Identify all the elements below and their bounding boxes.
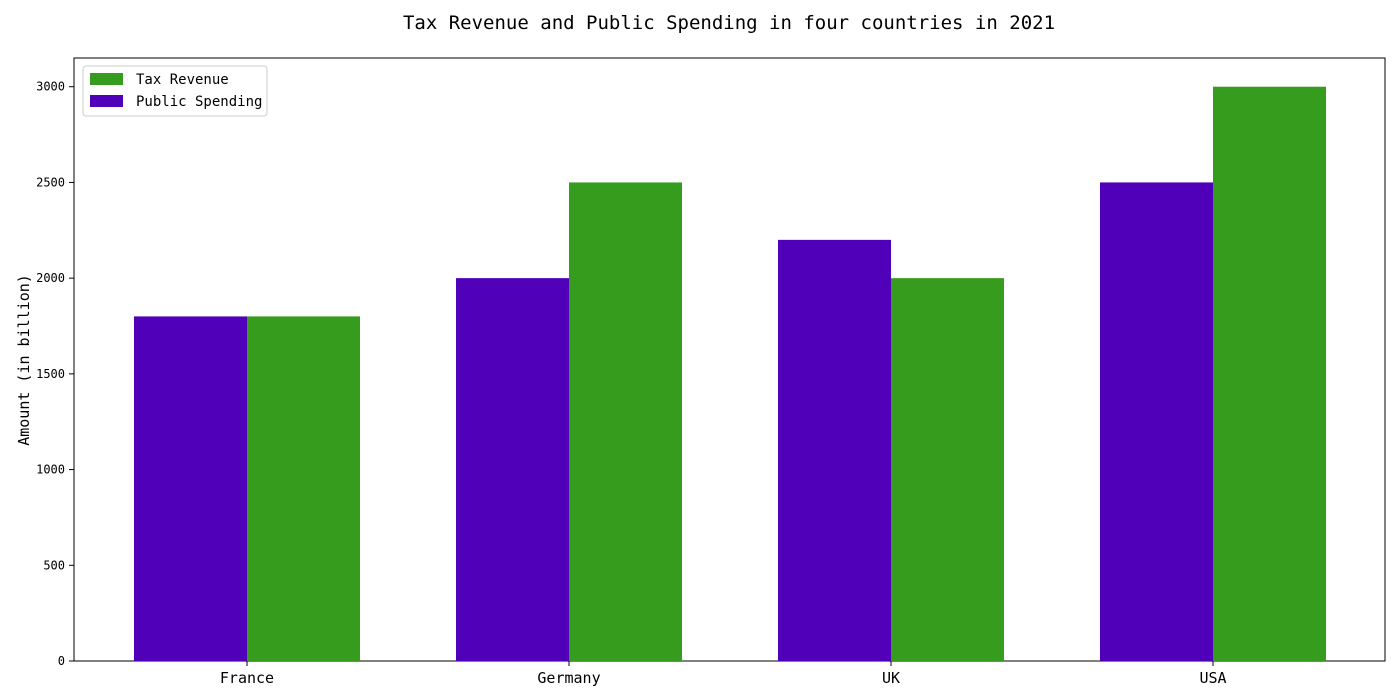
bar-public-spending-france	[134, 316, 247, 661]
bar-tax-revenue-uk	[891, 278, 1004, 661]
x-axis-ticks: France Germany UK USA	[220, 661, 1227, 687]
y-tick-label: 1500	[36, 367, 65, 381]
bar-tax-revenue-germany	[569, 182, 682, 661]
x-tick-label-usa: USA	[1199, 669, 1226, 687]
bar-public-spending-germany	[456, 278, 569, 661]
x-tick-label-uk: UK	[882, 669, 900, 687]
y-tick-label: 2500	[36, 175, 65, 189]
y-tick-label: 1000	[36, 463, 65, 477]
legend-label-public-spending: Public Spending	[136, 94, 262, 110]
y-tick-label: 2000	[36, 271, 65, 285]
x-tick-label-france: France	[220, 669, 274, 687]
bars-group	[134, 86, 1326, 661]
bar-tax-revenue-usa	[1213, 86, 1326, 661]
legend-swatch-tax-revenue	[90, 73, 123, 85]
x-tick-label-germany: Germany	[537, 669, 600, 687]
y-tick-label: 3000	[36, 80, 65, 94]
legend-box	[82, 65, 268, 117]
bar-tax-revenue-france	[247, 316, 360, 661]
legend: Tax Revenue Public Spending	[82, 65, 268, 117]
plot-area-frame	[73, 57, 1386, 662]
legend-swatch-public-spending	[90, 95, 123, 107]
chart-title: Tax Revenue and Public Spending in four …	[403, 12, 1055, 34]
y-tick-label: 500	[43, 558, 65, 572]
y-axis-label: Amount (in billion)	[15, 274, 33, 446]
y-axis-ticks: 0 500 1000 1500 2000 2500 3000	[36, 80, 74, 668]
legend-label-tax-revenue: Tax Revenue	[136, 72, 229, 88]
y-tick-label: 0	[58, 654, 65, 668]
bar-public-spending-uk	[778, 239, 891, 661]
bar-public-spending-usa	[1100, 182, 1213, 661]
